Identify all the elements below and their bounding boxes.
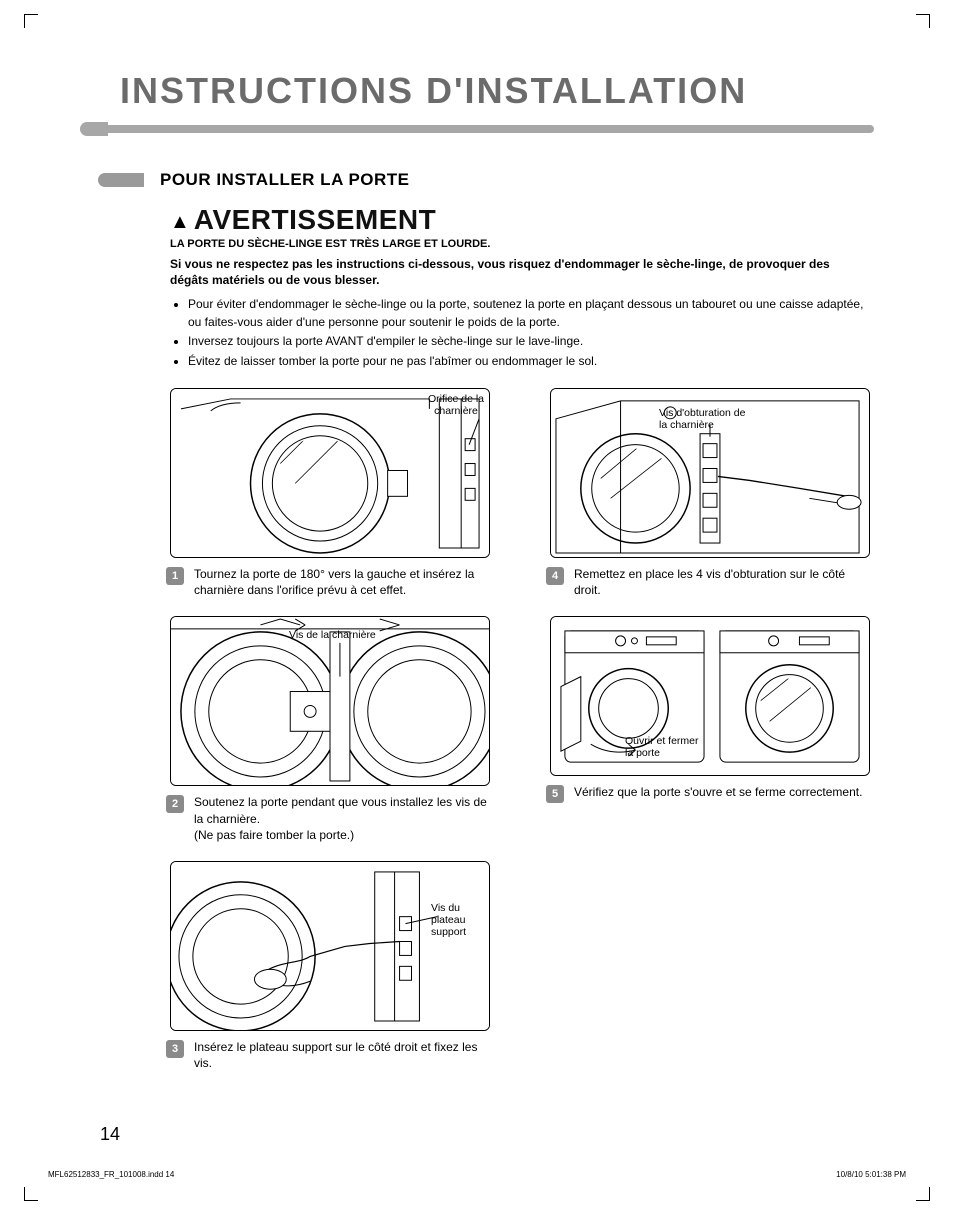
warning-bullet: Pour éviter d'endommager le sèche-linge … <box>188 296 870 331</box>
crop-mark-icon <box>910 14 930 34</box>
figure-2: Vis de la charnière <box>170 616 490 786</box>
footer-timestamp: 10/8/10 5:01:38 PM <box>836 1170 906 1179</box>
step-badge: 2 <box>166 795 184 813</box>
figure-5-callout: Ouvrir et fermer la porte <box>625 735 699 759</box>
figure-3-callout: Vis du plateau support <box>431 902 487 938</box>
warning-bullet: Évitez de laisser tomber la porte pour n… <box>188 353 870 370</box>
section-title: POUR INSTALLER LA PORTE <box>160 170 410 190</box>
warning-paragraph: Si vous ne respectez pas les instruction… <box>170 256 870 288</box>
figure-1: Orifice de la charnière <box>170 388 490 558</box>
right-column: Vis d'obturation de la charnière 4 Remet… <box>550 388 870 1089</box>
step-text: Insérez le plateau support sur le côté d… <box>194 1039 490 1071</box>
page-title: INSTRUCTIONS D'INSTALLATION <box>120 70 874 112</box>
step-4: 4 Remettez en place les 4 vis d'obturati… <box>550 566 870 598</box>
crop-mark-icon <box>24 1181 44 1201</box>
warning-title: AVERTISSEMENT <box>194 204 436 236</box>
page-number: 14 <box>100 1124 120 1145</box>
step-1: 1 Tournez la porte de 180° vers la gauch… <box>170 566 490 598</box>
figure-3: Vis du plateau support <box>170 861 490 1031</box>
figure-4: Vis d'obturation de la charnière <box>550 388 870 558</box>
rule-cap-icon <box>80 122 108 136</box>
warning-bullets: Pour éviter d'endommager le sèche-linge … <box>170 296 870 370</box>
step-badge: 4 <box>546 567 564 585</box>
step-2: 2 Soutenez la porte pendant que vous ins… <box>170 794 490 843</box>
figure-1-callout: Orifice de la charnière <box>421 393 490 417</box>
support-plate-diagram-icon <box>171 862 489 1031</box>
page: INSTRUCTIONS D'INSTALLATION POUR INSTALL… <box>0 0 954 1215</box>
section-header: POUR INSTALLER LA PORTE <box>98 170 874 190</box>
title-rule <box>80 122 874 136</box>
step-3: 3 Insérez le plateau support sur le côté… <box>170 1039 490 1071</box>
section-cap-icon <box>98 173 144 187</box>
open-close-door-diagram-icon <box>551 617 869 776</box>
step-text: Tournez la porte de 180° vers la gauche … <box>194 566 490 598</box>
hinge-screw-diagram-icon <box>171 617 489 786</box>
left-column: Orifice de la charnière 1 Tournez la por… <box>170 388 490 1089</box>
figure-5: Ouvrir et fermer la porte <box>550 616 870 776</box>
figure-2-callout: Vis de la charnière <box>289 629 376 641</box>
step-badge: 1 <box>166 567 184 585</box>
crop-mark-icon <box>910 1181 930 1201</box>
step-5: 5 Vérifiez que la porte s'ouvre et se fe… <box>550 784 870 803</box>
warning-header: ▲ AVERTISSEMENT <box>170 204 870 236</box>
warning-subtitle: LA PORTE DU SÈCHE-LINGE EST TRÈS LARGE E… <box>170 238 870 250</box>
warning-block: ▲ AVERTISSEMENT LA PORTE DU SÈCHE-LINGE … <box>170 204 870 370</box>
warning-bullet: Inversez toujours la porte AVANT d'empil… <box>188 333 870 350</box>
two-column-layout: Orifice de la charnière 1 Tournez la por… <box>170 388 874 1089</box>
rule-bar <box>108 125 874 133</box>
step-text: Vérifiez que la porte s'ouvre et se ferm… <box>574 784 862 803</box>
warning-triangle-icon: ▲ <box>170 211 190 234</box>
footer-file-info: MFL62512833_FR_101008.indd 14 <box>48 1170 174 1179</box>
step-badge: 3 <box>166 1040 184 1058</box>
step-badge: 5 <box>546 785 564 803</box>
step-text: Remettez en place les 4 vis d'obturation… <box>574 566 870 598</box>
figure-4-callout: Vis d'obturation de la charnière <box>659 407 745 431</box>
step-text: Soutenez la porte pendant que vous insta… <box>194 794 490 843</box>
crop-mark-icon <box>24 14 44 34</box>
content-area: INSTRUCTIONS D'INSTALLATION POUR INSTALL… <box>80 70 874 1089</box>
